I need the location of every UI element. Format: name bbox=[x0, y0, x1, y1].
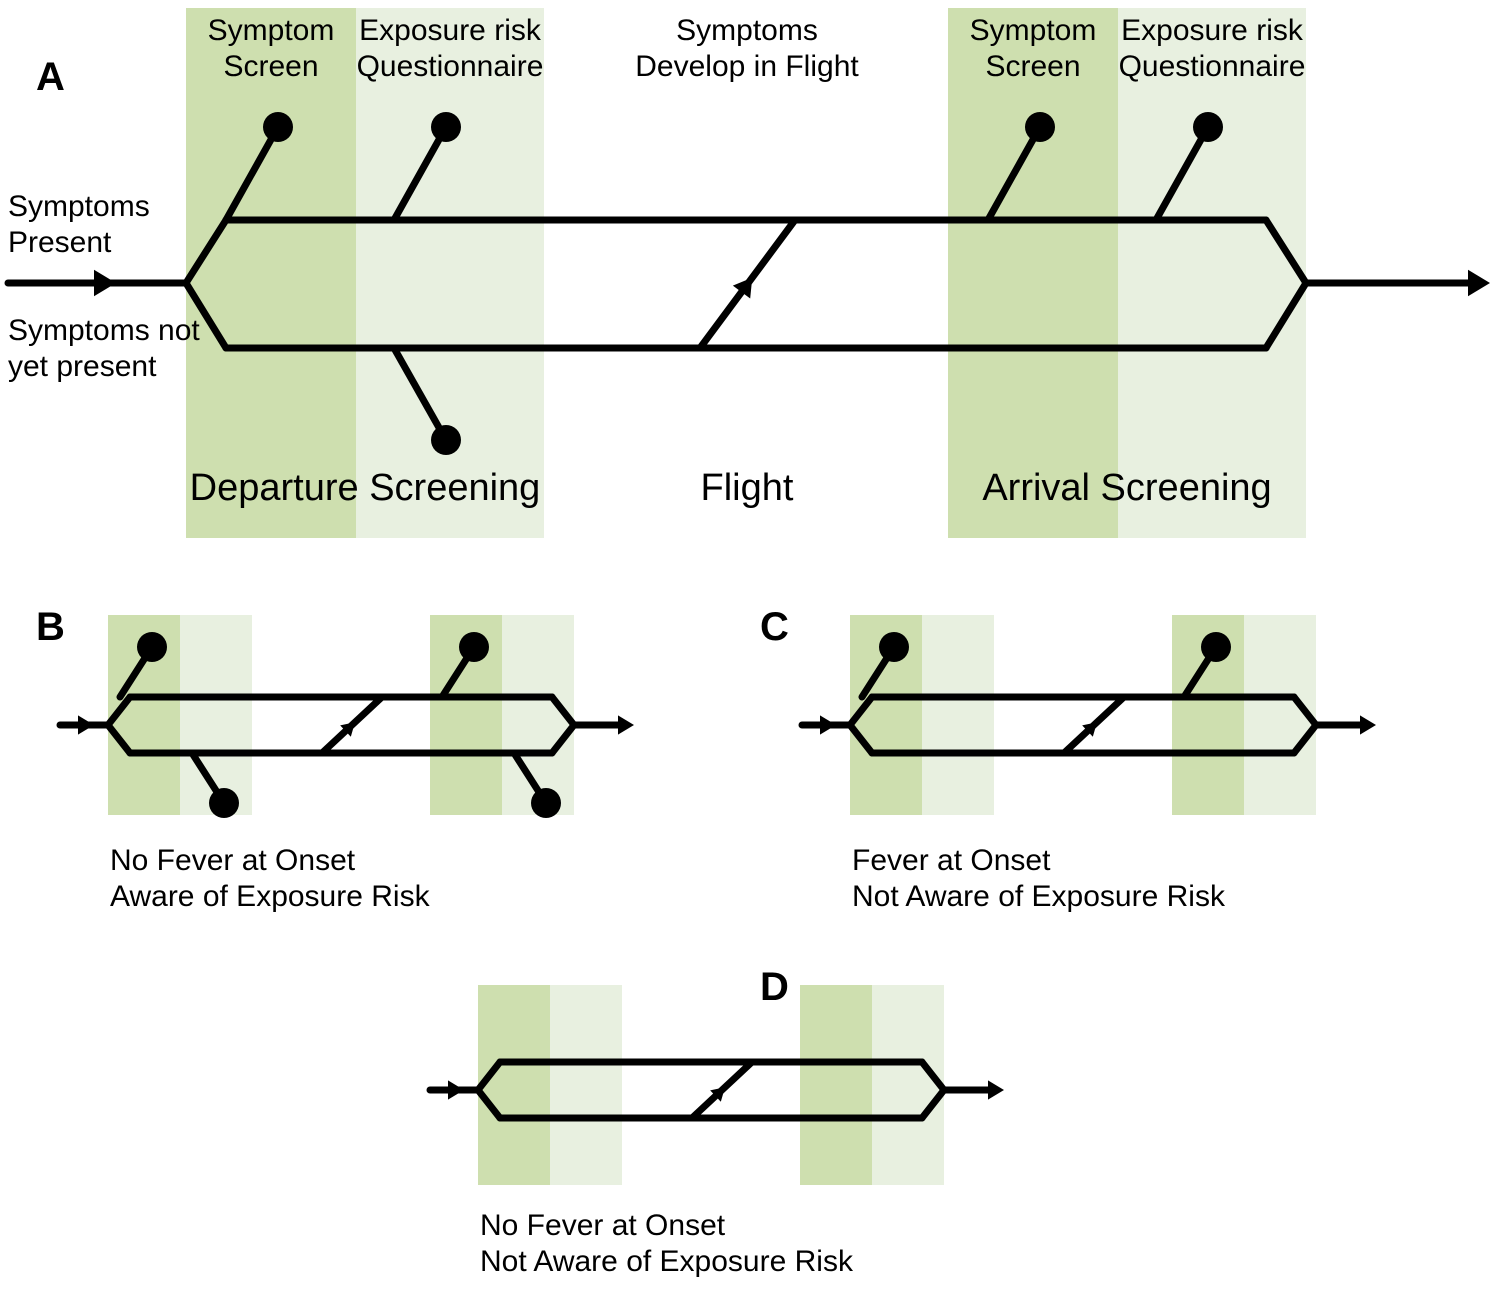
panelA-node-down bbox=[431, 425, 461, 455]
panelB-bu1-node bbox=[459, 632, 489, 662]
panelD-band-s2 bbox=[800, 985, 872, 1185]
panelA-header-eq2-l1: Exposure risk bbox=[1121, 14, 1304, 47]
panelA-header-eq2-l2: Questionnaire bbox=[1119, 50, 1306, 83]
panelA-sec-departure: Departure Screening bbox=[190, 467, 541, 509]
panelA-header-mid-l2: Develop in Flight bbox=[635, 50, 859, 83]
panelB-cap2: Aware of Exposure Risk bbox=[110, 880, 431, 913]
panelD-band-e1 bbox=[550, 985, 622, 1185]
panelD-band-s1 bbox=[478, 985, 550, 1185]
panelB-bd1-node bbox=[531, 788, 561, 818]
panelD-cap1: No Fever at Onset bbox=[480, 1209, 726, 1242]
panelA-band-exposure2 bbox=[1118, 8, 1306, 538]
panelA-node-up-1 bbox=[431, 112, 461, 142]
panelA-label: A bbox=[36, 55, 65, 99]
panelA-band-exposure1 bbox=[356, 8, 544, 538]
panelD-exit-arrow bbox=[988, 1080, 1004, 1099]
panelC-cap2: Not Aware of Exposure Risk bbox=[852, 880, 1226, 913]
panelC-band-e1 bbox=[922, 615, 994, 815]
panelA-row-present-l2: Present bbox=[8, 226, 112, 259]
panelA-row-notpresent-l2: yet present bbox=[8, 350, 157, 383]
panelB-bd0-node bbox=[209, 788, 239, 818]
panelA-header-ss1-l1: Symptom bbox=[208, 14, 335, 47]
panelA-header-ss2-l2: Screen bbox=[985, 50, 1080, 83]
panelC-exit-arrow bbox=[1360, 715, 1376, 734]
panelA-node-up-0 bbox=[263, 112, 293, 142]
panelA-header-ss2-l1: Symptom bbox=[970, 14, 1097, 47]
panelC-entry-arrow bbox=[820, 715, 836, 734]
panelD-cap2: Not Aware of Exposure Risk bbox=[480, 1245, 854, 1278]
panelD-band-e2 bbox=[872, 985, 944, 1185]
panelB-exit-arrow bbox=[618, 715, 634, 734]
panelA-sec-flight: Flight bbox=[701, 467, 794, 509]
panelB-label: B bbox=[36, 605, 65, 649]
panelA-band-symptom2 bbox=[948, 8, 1118, 538]
panelA-header-eq1-l2: Questionnaire bbox=[357, 50, 544, 83]
panelC-bu0-node bbox=[879, 632, 909, 662]
panelA-header-ss1-l2: Screen bbox=[223, 50, 318, 83]
panelC-cap1: Fever at Onset bbox=[852, 844, 1051, 877]
panelA-exit-arrowhead bbox=[1468, 270, 1490, 296]
panelA-node-up-2 bbox=[1025, 112, 1055, 142]
panelC-label: C bbox=[760, 605, 789, 649]
panelB-entry-arrow bbox=[78, 715, 94, 734]
panelA-node-up-3 bbox=[1193, 112, 1223, 142]
panelA-header-mid-l1: Symptoms bbox=[676, 14, 818, 47]
panelA-row-notpresent-l1: Symptoms not bbox=[8, 314, 200, 347]
panelD-entry-arrow bbox=[448, 1080, 464, 1099]
panelD-label: D bbox=[760, 965, 789, 1009]
panelA-band-symptom1 bbox=[186, 8, 356, 538]
panelA-header-eq1-l1: Exposure risk bbox=[359, 14, 542, 47]
panelC-bu1-node bbox=[1201, 632, 1231, 662]
panelB-bu0-node bbox=[137, 632, 167, 662]
panelA-row-present-l1: Symptoms bbox=[8, 190, 150, 223]
panelA-sec-arrival: Arrival Screening bbox=[982, 467, 1271, 509]
panelA-entry-arrowhead bbox=[94, 270, 116, 296]
panelB-cap1: No Fever at Onset bbox=[110, 844, 356, 877]
